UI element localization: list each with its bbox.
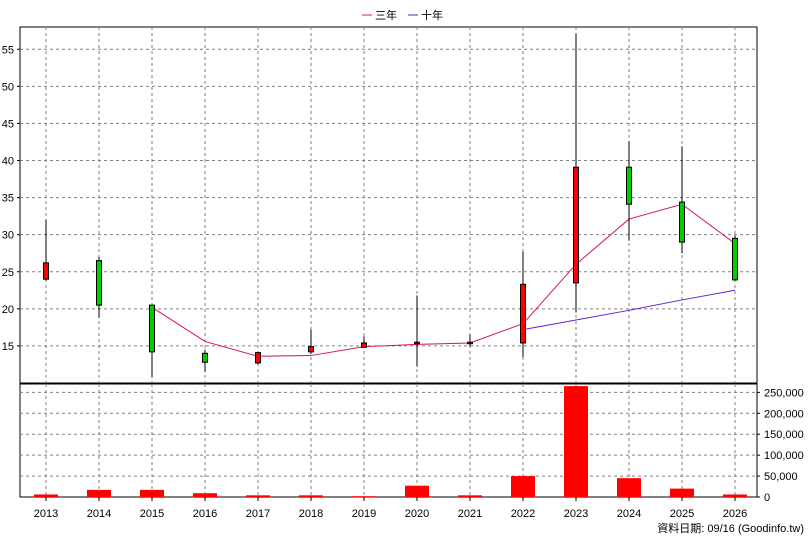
volume-tick-label: 0 (764, 492, 770, 504)
volume-bar (193, 493, 217, 497)
volume-frame (19, 383, 758, 498)
price-tick-label: 15 (2, 341, 14, 353)
legend-label: 三年 (375, 8, 397, 22)
footnote: 資料日期: 09/16 (Goodinfo.tw) (657, 521, 804, 535)
x-tick-label: 2025 (670, 508, 694, 520)
price-tick-label: 50 (2, 81, 14, 93)
candle-body (43, 262, 49, 280)
volume-panel: 0 50,000 100,000 150,000 200,000 250,000 (19, 383, 804, 504)
legend-label: 十年 (421, 8, 443, 22)
x-tick-label: 2026 (723, 508, 747, 520)
candle-body (732, 237, 738, 281)
volume-bar (246, 495, 270, 497)
price-tick-label: 25 (2, 267, 14, 279)
price-tick-label: 20 (2, 304, 14, 316)
x-tick-label: 2021 (458, 508, 482, 520)
candle-body (255, 352, 261, 364)
candle-body (361, 342, 367, 348)
volume-bar (352, 496, 376, 498)
price-tick-label: 35 (2, 193, 14, 205)
x-tick-label: 2013 (34, 508, 58, 520)
candle-body (149, 304, 155, 353)
volume-tick-label: 50,000 (764, 471, 798, 483)
candle-body (414, 341, 420, 345)
x-tick-label: 2019 (352, 508, 376, 520)
volume-bar (670, 488, 694, 497)
volume-bar (458, 495, 482, 497)
x-tick-label: 2024 (617, 508, 641, 520)
volume-tick-label: 200,000 (764, 408, 804, 420)
candle-body (520, 283, 526, 344)
x-axis: 2013 2014 2015 2016 2017 2018 2019 2020 2021 2022… (34, 497, 747, 520)
legend: 三年 十年 (362, 8, 443, 22)
x-tick-label: 2014 (87, 508, 111, 520)
candle-body (626, 166, 632, 205)
price-panel: 15 20 25 30 35 40 45 50 55 (2, 26, 758, 384)
candle-body (96, 260, 102, 306)
price-tick-label: 40 (2, 156, 14, 168)
volume-bar (140, 489, 164, 497)
volume-tick-label: 100,000 (764, 450, 804, 462)
volume-bar (87, 489, 111, 497)
candle-body (467, 341, 473, 345)
volume-bar (617, 478, 641, 497)
ma-line (522, 289, 736, 331)
volume-bar (299, 495, 323, 497)
x-tick-label: 2015 (140, 508, 164, 520)
x-tick-label: 2020 (405, 508, 429, 520)
ma-line (151, 203, 736, 357)
candle-body (308, 346, 314, 353)
x-tick-label: 2023 (564, 508, 588, 520)
volume-bar (564, 386, 588, 497)
price-tick-label: 55 (2, 44, 14, 56)
volume-bar (723, 494, 747, 497)
candle-body (573, 166, 579, 284)
volume-tick-label: 250,000 (764, 387, 804, 399)
price-frame (19, 26, 758, 384)
price-tick-label: 45 (2, 118, 14, 130)
volume-bar (511, 476, 535, 497)
x-tick-label: 2022 (511, 508, 535, 520)
candle-body (679, 201, 685, 243)
price-tick-label: 30 (2, 230, 14, 242)
x-tick-label: 2017 (246, 508, 270, 520)
volume-bar (405, 485, 429, 497)
volume-bar (34, 494, 58, 497)
x-tick-label: 2016 (193, 508, 217, 520)
candle-body (202, 352, 208, 363)
x-tick-label: 2018 (299, 508, 323, 520)
volume-tick-label: 150,000 (764, 429, 804, 441)
